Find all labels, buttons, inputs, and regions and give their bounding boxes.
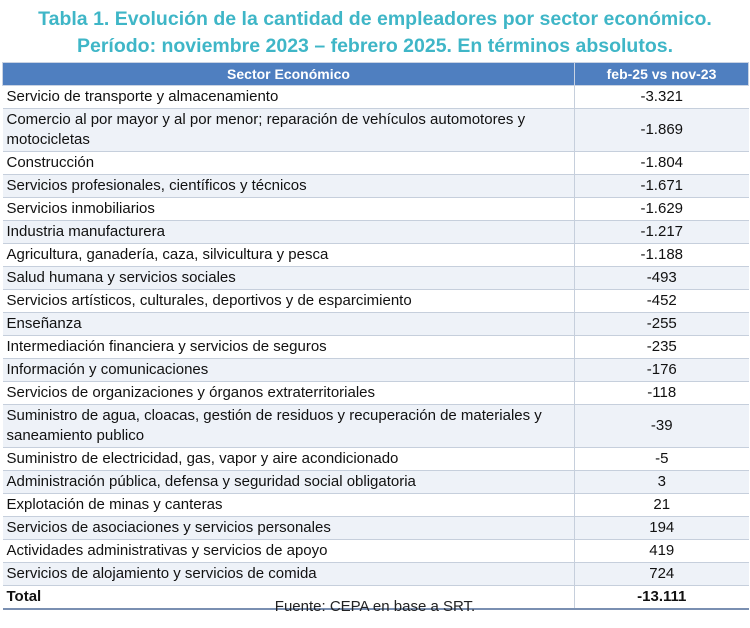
sector-cell: Servicios de asociaciones y servicios pe… [2, 516, 575, 540]
total-row: Total -13.111 [2, 585, 749, 610]
table-row: Explotación de minas y canteras 21 [2, 493, 749, 517]
table-row: Enseñanza -255 [2, 312, 749, 336]
table-title: Tabla 1. Evolución de la cantidad de emp… [0, 0, 750, 57]
source-note: Fuente: CEPA en base a SRT. [274, 598, 476, 615]
table-row: Salud humana y servicios sociales -493 [2, 266, 749, 290]
table-body: Servicio de transporte y almacenamiento -… [2, 85, 749, 610]
table-row: Servicios inmobiliarios -1.629 [2, 197, 749, 221]
table-row: Construcción -1.804 [2, 151, 749, 175]
sector-cell: Construcción [2, 151, 575, 175]
sector-cell: Servicios de organizaciones y órganos ex… [2, 381, 575, 405]
table-row: Suministro de agua, cloacas, gestión de … [2, 404, 749, 448]
sector-cell: Servicios profesionales, científicos y t… [2, 174, 575, 198]
sector-cell: Intermediación financiera y servicios de… [2, 335, 575, 359]
table-row: Servicios de alojamiento y servicios de … [2, 562, 749, 586]
table-row: Servicios profesionales, científicos y t… [2, 174, 749, 198]
value-cell: -39 [574, 404, 749, 448]
value-cell: -1.804 [574, 151, 749, 175]
value-cell: -3.321 [574, 85, 749, 109]
value-cell: -1.869 [574, 108, 749, 152]
value-cell: 194 [574, 516, 749, 540]
employers-table: Sector Económico feb-25 vs nov-23 Servic… [2, 62, 749, 610]
table-row: Actividades administrativas y servicios … [2, 539, 749, 563]
value-cell: -255 [574, 312, 749, 336]
table-row: Suministro de electricidad, gas, vapor y… [2, 447, 749, 471]
table-row: Servicio de transporte y almacenamiento -… [2, 85, 749, 109]
value-cell: -5 [574, 447, 749, 471]
header-change: feb-25 vs nov-23 [574, 62, 749, 86]
sector-cell: Servicios artísticos, culturales, deport… [2, 289, 575, 313]
total-value: -13.111 [574, 585, 749, 610]
sector-cell: Actividades administrativas y servicios … [2, 539, 575, 563]
value-cell: -452 [574, 289, 749, 313]
sector-cell: Agricultura, ganadería, caza, silvicultu… [2, 243, 575, 267]
sector-cell: Enseñanza [2, 312, 575, 336]
value-cell: -1.217 [574, 220, 749, 244]
sector-cell: Explotación de minas y canteras [2, 493, 575, 517]
value-cell: -1.188 [574, 243, 749, 267]
table-row: Información y comunicaciones -176 [2, 358, 749, 382]
header-row: Sector Económico feb-25 vs nov-23 [2, 62, 749, 86]
table-row: Intermediación financiera y servicios de… [2, 335, 749, 359]
value-cell: -1.671 [574, 174, 749, 198]
sector-cell: Industria manufacturera [2, 220, 575, 244]
value-cell: 419 [574, 539, 749, 563]
table-row: Administración pública, defensa y seguri… [2, 470, 749, 494]
value-cell: 21 [574, 493, 749, 517]
table-row: Servicios de organizaciones y órganos ex… [2, 381, 749, 405]
sector-cell: Servicio de transporte y almacenamiento [2, 85, 575, 109]
table-row: Comercio al por mayor y al por menor; re… [2, 108, 749, 152]
value-cell: -1.629 [574, 197, 749, 221]
table-row: Agricultura, ganadería, caza, silvicultu… [2, 243, 749, 267]
sector-cell: Administración pública, defensa y seguri… [2, 470, 575, 494]
title-line-1: Tabla 1. Evolución de la cantidad de emp… [38, 8, 712, 30]
sector-cell: Información y comunicaciones [2, 358, 575, 382]
title-line-2: Período: noviembre 2023 – febrero 2025. … [76, 35, 674, 57]
header-sector: Sector Económico [2, 62, 575, 86]
value-cell: -118 [574, 381, 749, 405]
sector-cell: Servicios inmobiliarios [2, 197, 575, 221]
value-cell: 3 [574, 470, 749, 494]
sector-cell: Comercio al por mayor y al por menor; re… [2, 108, 575, 152]
sector-cell: Suministro de electricidad, gas, vapor y… [2, 447, 575, 471]
value-cell: -176 [574, 358, 749, 382]
sector-cell: Salud humana y servicios sociales [2, 266, 575, 290]
value-cell: 724 [574, 562, 749, 586]
table-row: Industria manufacturera -1.217 [2, 220, 749, 244]
value-cell: -235 [574, 335, 749, 359]
sector-cell: Suministro de agua, cloacas, gestión de … [2, 404, 575, 448]
value-cell: -493 [574, 266, 749, 290]
table-row: Servicios de asociaciones y servicios pe… [2, 516, 749, 540]
table-row: Servicios artísticos, culturales, deport… [2, 289, 749, 313]
sector-cell: Servicios de alojamiento y servicios de … [2, 562, 575, 586]
total-label: Total [2, 585, 575, 610]
